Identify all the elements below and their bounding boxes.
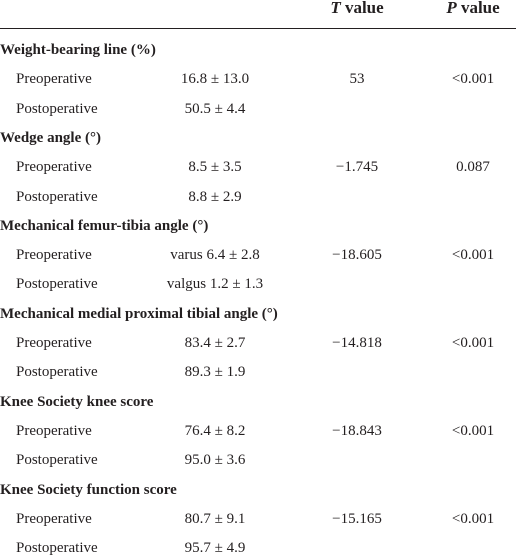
group-label: Wedge angle (°) <box>0 129 101 146</box>
t-value: −18.605 <box>332 247 382 264</box>
p-value: <0.001 <box>451 247 495 264</box>
group-label: Knee Society function score <box>0 481 177 498</box>
t-value: 53 <box>349 71 365 88</box>
column-header: P value <box>446 0 499 18</box>
p-value: <0.001 <box>451 422 495 439</box>
row-label: Preoperative <box>16 247 92 264</box>
row-label: Preoperative <box>16 71 92 88</box>
row-label: Preoperative <box>16 335 92 351</box>
mean-sd: 50.5 ± 4.4 <box>184 100 246 117</box>
row-label: Postoperative <box>16 188 98 205</box>
row-label: Preoperative <box>16 422 92 439</box>
row-label: Preoperative <box>16 510 92 527</box>
row-label: Preoperative <box>16 159 92 176</box>
group-label: Mechanical medial proximal tibial angle … <box>0 305 278 322</box>
row-label: Postoperative <box>16 276 98 293</box>
mean-sd: 80.7 ± 9.1 <box>184 510 246 527</box>
t-value: −14.818 <box>332 335 382 351</box>
column-header: T value <box>330 0 383 18</box>
header-rule <box>0 28 516 29</box>
t-value: −15.165 <box>332 510 382 527</box>
symbol: T <box>330 0 341 17</box>
word: value <box>460 0 500 17</box>
row-label: Postoperative <box>16 364 98 381</box>
row-label: Postoperative <box>16 452 98 469</box>
row-label: Postoperative <box>16 540 98 557</box>
mean-sd: 16.8 ± 13.0 <box>180 71 250 88</box>
mean-sd: 83.4 ± 2.7 <box>184 335 246 351</box>
mean-sd: 8.8 ± 2.9 <box>188 188 242 205</box>
mean-sd: 89.3 ± 1.9 <box>184 364 246 381</box>
mean-sd: 95.0 ± 3.6 <box>184 452 246 469</box>
mean-sd: varus 6.4 ± 2.8 <box>170 247 260 264</box>
mean-sd: 95.7 ± 4.9 <box>184 540 246 557</box>
p-value: 0.087 <box>456 159 490 176</box>
p-value: <0.001 <box>451 510 495 527</box>
t-value: −18.843 <box>332 422 382 439</box>
group-label: Knee Society knee score <box>0 393 154 410</box>
mean-sd: 76.4 ± 8.2 <box>184 422 246 439</box>
p-value: <0.001 <box>451 335 495 351</box>
group-label: Mechanical femur-tibia angle (°) <box>0 217 209 234</box>
word: value <box>344 0 384 17</box>
symbol: P <box>446 0 457 17</box>
group-label: Weight-bearing line (%) <box>0 42 156 58</box>
row-label: Postoperative <box>16 100 98 117</box>
mean-sd: 8.5 ± 3.5 <box>188 159 242 176</box>
t-value: −1.745 <box>335 159 379 176</box>
mean-sd: valgus 1.2 ± 1.3 <box>166 276 264 293</box>
p-value: <0.001 <box>451 71 495 88</box>
